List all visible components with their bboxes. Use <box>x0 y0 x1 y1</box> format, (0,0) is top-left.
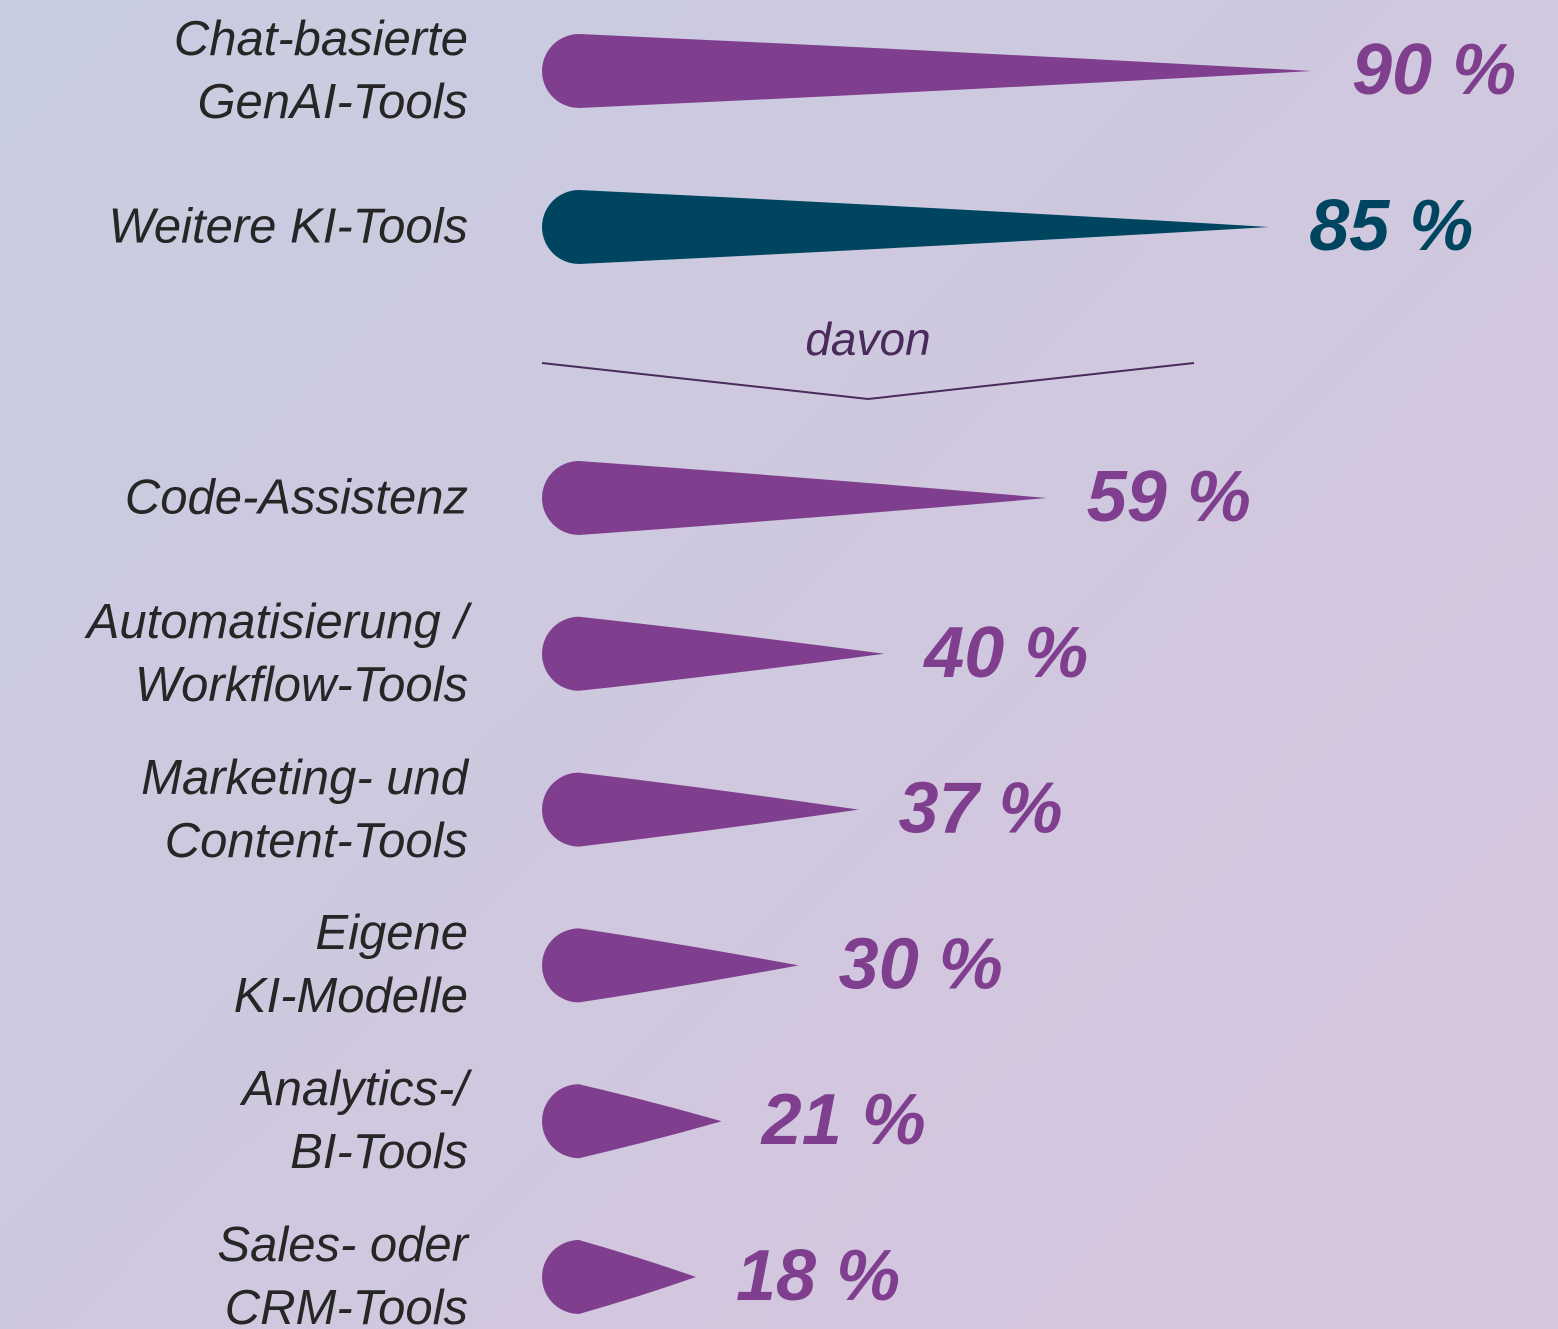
value-label: 85 % <box>1309 186 1473 266</box>
annotation: davon <box>805 313 930 365</box>
bar <box>542 190 1270 264</box>
bracket <box>541 362 1195 401</box>
category-label: Weitere KI-Tools <box>108 199 469 254</box>
value-label: 21 % <box>760 1080 926 1160</box>
category-label: Marketing- und Content-Tools <box>141 750 468 868</box>
value-label: 90 % <box>1352 30 1516 110</box>
value-label: 37 % <box>899 769 1063 849</box>
bar <box>542 1084 722 1159</box>
category-label: Code-Assistenz <box>124 470 468 525</box>
value-label: 40 % <box>922 613 1088 693</box>
value-label: 59 % <box>1087 457 1251 537</box>
category-label: Sales- oder CRM-Tools <box>217 1218 468 1329</box>
category-label: Chat-basierte GenAI-Tools <box>173 12 468 129</box>
bar <box>542 34 1312 108</box>
bar <box>542 1240 696 1314</box>
bar <box>542 616 885 691</box>
value-label: 18 % <box>736 1236 900 1316</box>
bar <box>542 772 859 847</box>
category-label: Eigene KI-Modelle <box>233 906 468 1024</box>
category-label: Analytics-/ BI-Tools <box>241 1062 468 1180</box>
bar <box>542 461 1047 535</box>
bar <box>542 928 799 1003</box>
value-label: 30 % <box>839 924 1003 1004</box>
category-label: Automatisierung / Workflow-Tools <box>86 594 468 712</box>
